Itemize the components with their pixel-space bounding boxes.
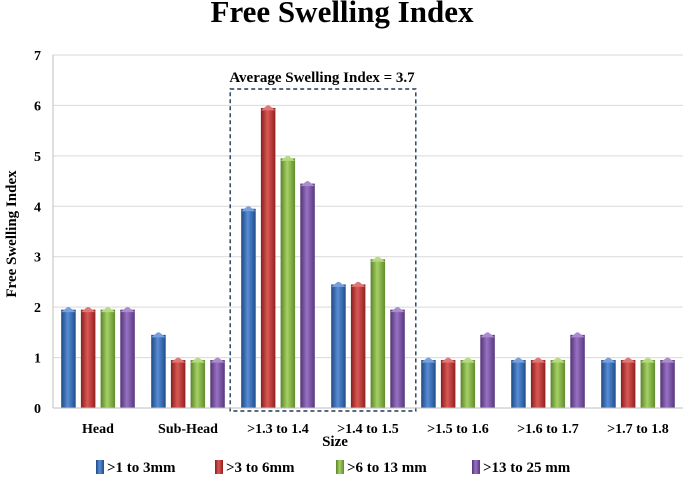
bar: [421, 360, 436, 408]
y-tick-label: 4: [34, 200, 41, 215]
bar-cap: [660, 357, 675, 363]
x-tick-label: Head: [82, 422, 114, 437]
bar-cap: [370, 256, 386, 262]
y-tick-label: 7: [34, 49, 41, 64]
bar-cap: [331, 281, 346, 287]
bar: [570, 334, 585, 408]
x-tick-label: >1.7 to 1.8: [607, 422, 669, 437]
axes: [52, 55, 683, 409]
bar: [260, 107, 276, 408]
bar: [480, 334, 495, 408]
y-axis-label: Free Swelling Index: [4, 170, 20, 298]
bar-cap: [421, 357, 436, 363]
bar-cap: [570, 332, 585, 338]
bar-cap: [460, 357, 476, 363]
bar-cap: [280, 155, 296, 161]
bar-cap: [241, 206, 256, 212]
x-tick-label: >1.6 to 1.7: [517, 422, 579, 437]
legend-swatch: [96, 460, 104, 474]
bar: [80, 309, 96, 408]
legend-label: >6 to 13 mm: [347, 460, 427, 476]
bar: [210, 360, 225, 408]
bar: [640, 360, 656, 408]
bar-cap: [640, 357, 656, 363]
legend-label: >1 to 3mm: [107, 460, 176, 476]
annotation-box-group: [229, 88, 417, 412]
bar-cap: [61, 307, 76, 313]
annotation-text: Average Swelling Index = 3.7: [229, 70, 415, 86]
bar: [511, 360, 526, 408]
bar-cap: [170, 357, 186, 363]
bar: [151, 334, 166, 408]
bars: [61, 105, 675, 408]
bar: [350, 284, 366, 408]
bar-cap: [100, 307, 116, 313]
x-tick-labels: Head Sub-Head >1.3 to 1.4 >1.4 to 1.5 >1.5 t…: [82, 422, 669, 437]
y-tick-label: 2: [34, 301, 41, 316]
bar: [190, 360, 206, 408]
bar: [390, 309, 405, 408]
bar-cap: [550, 357, 566, 363]
bar: [170, 360, 186, 408]
bar-cap: [120, 307, 135, 313]
gridlines: [53, 54, 683, 359]
legend-swatch: [336, 460, 344, 474]
bar: [460, 360, 476, 408]
legend-label: >3 to 6mm: [226, 460, 295, 476]
y-tick-label: 6: [34, 99, 41, 114]
bar-cap: [210, 357, 225, 363]
bar: [440, 360, 456, 408]
bar-cap: [601, 357, 616, 363]
bar: [241, 208, 256, 408]
bar: [120, 309, 135, 408]
bar-cap: [190, 357, 206, 363]
x-axis-label: Size: [322, 434, 348, 450]
bar: [280, 158, 296, 408]
bar-cap: [151, 332, 166, 338]
bar: [620, 360, 636, 408]
bar-cap: [511, 357, 526, 363]
bar: [660, 360, 675, 408]
annotation-box: [229, 88, 417, 412]
y-tick-label: 5: [34, 150, 41, 165]
y-tick-label: 3: [34, 251, 41, 266]
x-tick-label: >1.4 to 1.5: [337, 422, 399, 437]
bar: [530, 360, 546, 408]
y-tick-label: 0: [34, 402, 41, 417]
legend-label: >13 to 25 mm: [483, 460, 571, 476]
bar: [331, 284, 346, 408]
legend-swatch: [472, 460, 480, 474]
bar: [550, 360, 566, 408]
bar-cap: [480, 332, 495, 338]
bar-cap: [260, 105, 276, 111]
chart-title: Free Swelling Index: [211, 0, 474, 29]
legend: >1 to 3mm >3 to 6mm >6 to 13 mm >13 to 25 m…: [96, 460, 571, 476]
x-tick-label: >1.5 to 1.6: [427, 422, 489, 437]
bar-cap: [440, 357, 456, 363]
bar: [370, 259, 386, 408]
bar-cap: [300, 181, 315, 187]
bar-cap: [80, 307, 96, 313]
y-tick-label: 1: [34, 352, 41, 367]
legend-swatch: [215, 460, 223, 474]
bar-cap: [350, 281, 366, 287]
bar-cap: [390, 307, 405, 313]
y-tick-labels: 0 1 2 3 4 5 6 7: [34, 49, 41, 417]
bar: [61, 309, 76, 408]
x-tick-label: Sub-Head: [158, 422, 218, 437]
bar: [300, 183, 315, 408]
x-tick-label: >1.3 to 1.4: [247, 422, 309, 437]
bar-cap: [620, 357, 636, 363]
bar-cap: [530, 357, 546, 363]
bar: [100, 309, 116, 408]
bar: [601, 360, 616, 408]
